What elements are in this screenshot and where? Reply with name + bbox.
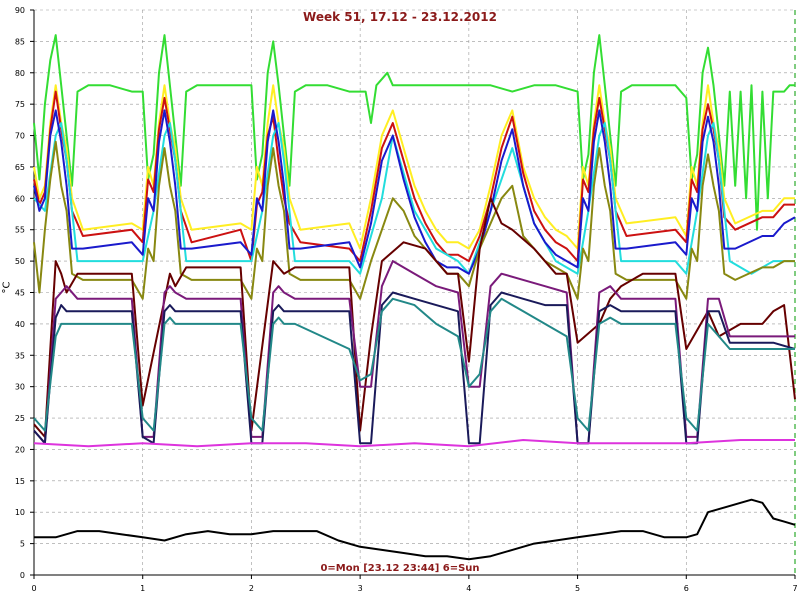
y-tick-label: 30 — [15, 383, 25, 392]
y-tick-label: 55 — [15, 226, 25, 235]
y-tick-label: 60 — [15, 194, 25, 203]
x-tick-label: 7 — [792, 584, 797, 593]
series-group — [33, 34, 796, 561]
y-axis-label: °C — [1, 281, 13, 294]
y-tick-label: 40 — [15, 320, 25, 329]
y-tick-label: 15 — [15, 477, 25, 486]
y-tick-label: 75 — [15, 100, 25, 109]
y-tick-label: 0 — [20, 571, 25, 580]
chart-title: Week 51, 17.12 - 23.12.2012 — [303, 10, 497, 24]
y-tick-label: 5 — [20, 540, 25, 549]
series-line-1 — [33, 34, 795, 231]
x-tick-label: 3 — [358, 584, 363, 593]
series-line-3 — [33, 90, 795, 263]
series-line-12 — [34, 498, 796, 561]
x-tick-label: 6 — [684, 584, 689, 593]
x-tick-label: 0 — [31, 584, 36, 593]
x-tick-label: 2 — [249, 584, 254, 593]
y-tick-label: 90 — [15, 6, 25, 15]
y-tick-label: 85 — [15, 37, 25, 46]
y-tick-label: 10 — [15, 508, 25, 517]
y-tick-label: 80 — [15, 69, 25, 78]
y-tick-label: 65 — [15, 163, 25, 172]
y-tick-label: 35 — [15, 351, 25, 360]
x-tick-label: 1 — [140, 584, 145, 593]
x-axis-label: 0=Mon [23.12 23:44] 6=Sun — [0, 563, 800, 574]
y-tick-label: 20 — [15, 445, 25, 454]
x-tick-label: 5 — [575, 584, 580, 593]
x-axis-label-text: 0=Mon [23.12 23:44] 6=Sun — [317, 563, 483, 574]
y-tick-label: 45 — [15, 289, 25, 298]
series-line-5 — [33, 109, 796, 275]
y-tick-label: 25 — [15, 414, 25, 423]
series-line-10 — [33, 297, 795, 432]
y-tick-label: 70 — [15, 132, 25, 141]
series-line-11 — [33, 439, 795, 448]
series-line-4 — [33, 122, 795, 275]
y-tick-label: 50 — [15, 257, 25, 266]
series-line-7 — [33, 197, 796, 438]
x-tick-label: 4 — [466, 584, 471, 593]
